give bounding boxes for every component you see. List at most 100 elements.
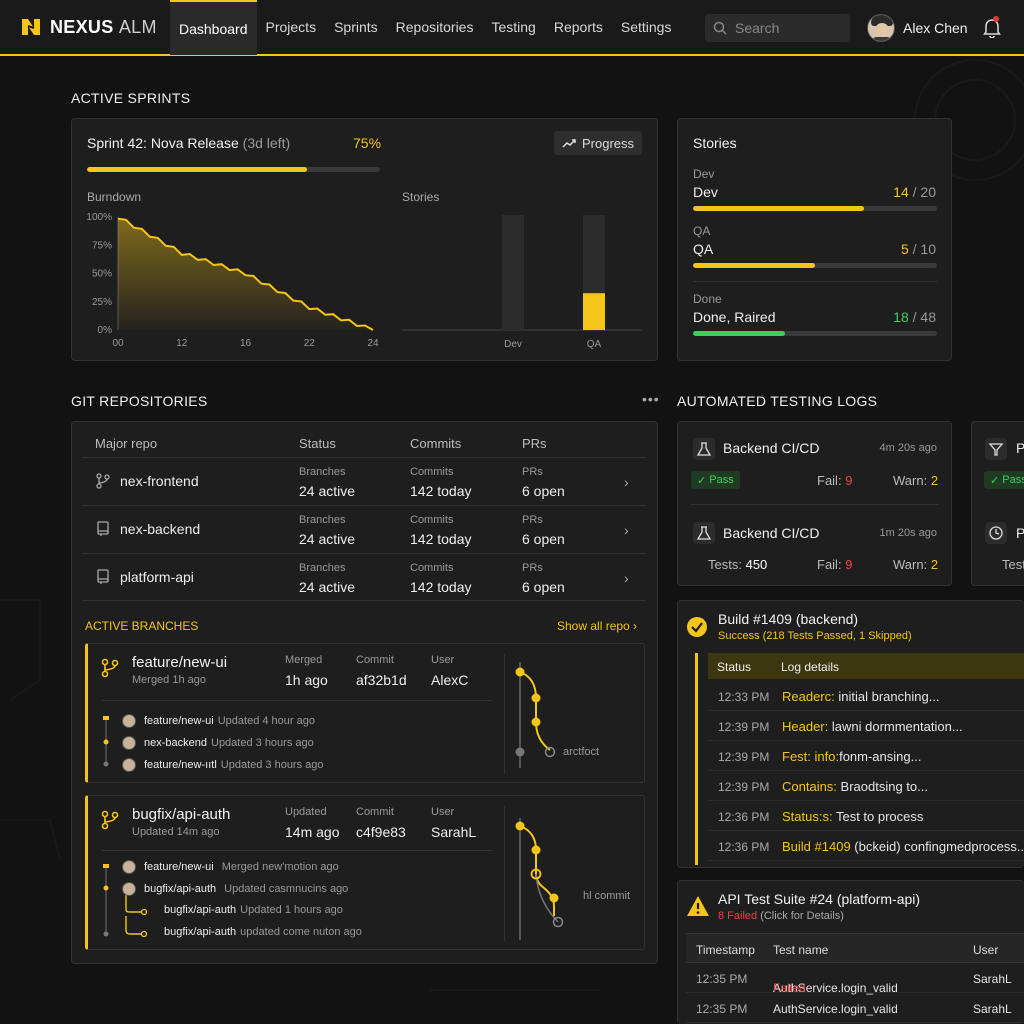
test-log-card-partial[interactable]: P ✓ Pass P Test [971,421,1024,586]
branch-name[interactable]: feature/new-ui [132,654,228,671]
branch-meta-label: User [431,806,455,818]
branch-sub: Merged 1h ago [132,674,206,686]
burndown-label: Burndown [87,190,142,204]
repo-row[interactable]: nex-backend Branches 24 active Commits 1… [82,505,646,553]
api-suite-title[interactable]: API Test Suite #24 (platform-api) [718,891,921,907]
git-branch-icon [101,658,119,678]
branch-meta-value: AlexC [431,672,469,688]
story-progress-fill [693,206,864,211]
api-table-header: Timestamp Test name User [686,933,1024,963]
log-header-details: Log details [781,660,840,674]
sprint-progress-fill [87,167,307,172]
log-table-header: Status Log details [708,653,1024,679]
nexus-logo-icon [22,19,40,35]
search-input[interactable]: Search [705,14,850,42]
story-row-name: Dev [693,184,718,200]
repo-commits-label: Commits [410,466,454,478]
chevron-right-icon[interactable]: › [624,570,629,586]
x-tick-label: 22 [304,338,316,349]
repo-commits-value: 142 today [410,579,472,595]
section-title-git-repositories: GIT REPOSITORIES [71,393,208,409]
chevron-right-icon[interactable]: › [624,474,629,490]
sprint-title: Sprint 42: Nova Release (3d left) [87,135,291,151]
brand[interactable]: NEXUS ALM [20,16,170,38]
burndown-chart: 100% 75% 50% 25% 0% 00 12 16 22 24 [86,212,379,349]
api-suite-status[interactable]: 8 Failed (Click for Details) [718,910,844,922]
api-table-row[interactable]: 12:35 PM AuthService.login_valid Failed … [686,963,1024,995]
x-tick-label: 12 [176,338,188,349]
repo-commits-label: Commits [410,514,454,526]
story-row-name: Done, Raired [693,309,776,325]
nav-dashboard[interactable]: Dashboard [170,0,257,55]
nav-sprints[interactable]: Sprints [334,19,378,35]
sprint-panel: Sprint 42: Nova Release (3d left) 75% Pr… [71,118,658,361]
progress-button[interactable]: Progress [554,131,642,155]
log-row[interactable]: 12:39 PM Fest: info:fonm-ansing... [708,741,1024,771]
repo-row[interactable]: nex-frontend Branches 24 active Commits … [82,457,646,505]
log-row[interactable]: 12:36 PM Status:s: Test to process [708,801,1024,831]
api-test-suite-card[interactable]: API Test Suite #24 (platform-api) 8 Fail… [677,880,1024,1024]
divider [504,806,505,941]
story-row-name: QA [693,241,714,257]
git-branch-icon [101,810,119,830]
branch-activity-item: feature/new-ui Merged new'motion ago [122,860,339,874]
branch-card[interactable]: bugfix/api-auth Updated 14m ago Updated … [85,795,645,950]
repo-name[interactable]: nex-frontend [120,473,199,489]
show-all-repo-link[interactable]: Show all repo › [557,619,638,633]
nav-reports[interactable]: Reports [553,19,603,35]
stories-panel: Stories Dev Dev 14 / 20 QA QA 5 / 10 Don… [677,118,952,361]
sprint-progress-bar [87,167,380,172]
log-row[interactable]: 12:39 PM Contains: Braodtsing to... [708,771,1024,801]
branch-activity-item: feature/new-ui Updated 4 hour ago [122,714,315,728]
branch-meta-label: Commit [356,806,394,818]
log-row[interactable]: 12:33 PM Readerc: initial branching... [708,681,1024,711]
build-log-card[interactable]: Build #1409 (backend) Success (218 Tests… [677,600,1024,868]
test-suite-name[interactable]: P [1016,525,1024,541]
branch-meta-label: Merged [285,654,323,666]
branch-name[interactable]: bugfix/api-auth [132,806,231,823]
chevron-right-icon[interactable]: › [624,522,629,538]
nav-settings[interactable]: Settings [620,19,672,35]
test-suite-name[interactable]: P [1016,440,1024,456]
bar-background [502,215,524,330]
test-fail-count: Fail: 9 [817,557,853,572]
nav-projects[interactable]: Projects [265,19,317,35]
filter-icon [985,438,1007,460]
log-row[interactable]: 12:39 PM Header: lawni dormmentation... [708,711,1024,741]
avatar [122,882,136,896]
main-nav: Dashboard Projects Sprints Repositories … [170,0,680,55]
repo-prs-value: 6 open [522,483,565,499]
repo-row[interactable]: platform-api Branches 24 active Commits … [82,553,646,601]
pass-badge: ✓ Pass [984,471,1024,489]
test-warn-count: Warn: 2 [893,473,939,488]
nav-testing[interactable]: Testing [491,19,536,35]
api-table-row[interactable]: 12:35 PM AuthService.login_valid SarahL [686,993,1024,1023]
burndown-area [118,218,373,330]
branch-tree-lines [103,716,109,767]
repository-icon [97,569,109,584]
notification-dot [993,16,999,22]
story-row-small: Done [693,292,722,306]
notifications-button[interactable] [983,16,1001,41]
branch-meta-value: 14m ago [285,824,340,840]
branch-sub: Updated 14m ago [132,826,220,838]
repo-name[interactable]: nex-backend [120,521,201,537]
log-row[interactable]: 12:36 PM Build #1409 (bckeid) confingmedp… [708,831,1024,861]
nav-repositories[interactable]: Repositories [395,19,474,35]
user-menu[interactable]: Alex Chen [867,14,968,42]
active-branches-label: ACTIVE BRANCHES [85,619,199,633]
test-suite-name[interactable]: Backend CI/CD [723,525,820,541]
test-log-card[interactable]: Backend CI/CD 4m 20s ago ✓ Pass Fail: 9 … [677,421,952,586]
repo-prs-value: 6 open [522,531,565,547]
story-progress-qa [693,263,937,268]
story-progress-fill [693,331,785,336]
more-options-icon[interactable]: ••• [642,391,660,407]
branch-card[interactable]: feature/new-ui Merged 1h ago Merged 1h a… [85,643,645,783]
branch-meta-label: Commit [356,654,394,666]
section-title-testing-logs: AUTOMATED TESTING LOGS [677,393,878,409]
build-status: Success (218 Tests Passed, 1 Skipped) [718,630,912,642]
build-title[interactable]: Build #1409 (backend) [718,611,859,627]
x-tick-label: 24 [367,338,379,349]
repo-name[interactable]: platform-api [120,569,194,585]
test-suite-name[interactable]: Backend CI/CD [723,440,820,456]
